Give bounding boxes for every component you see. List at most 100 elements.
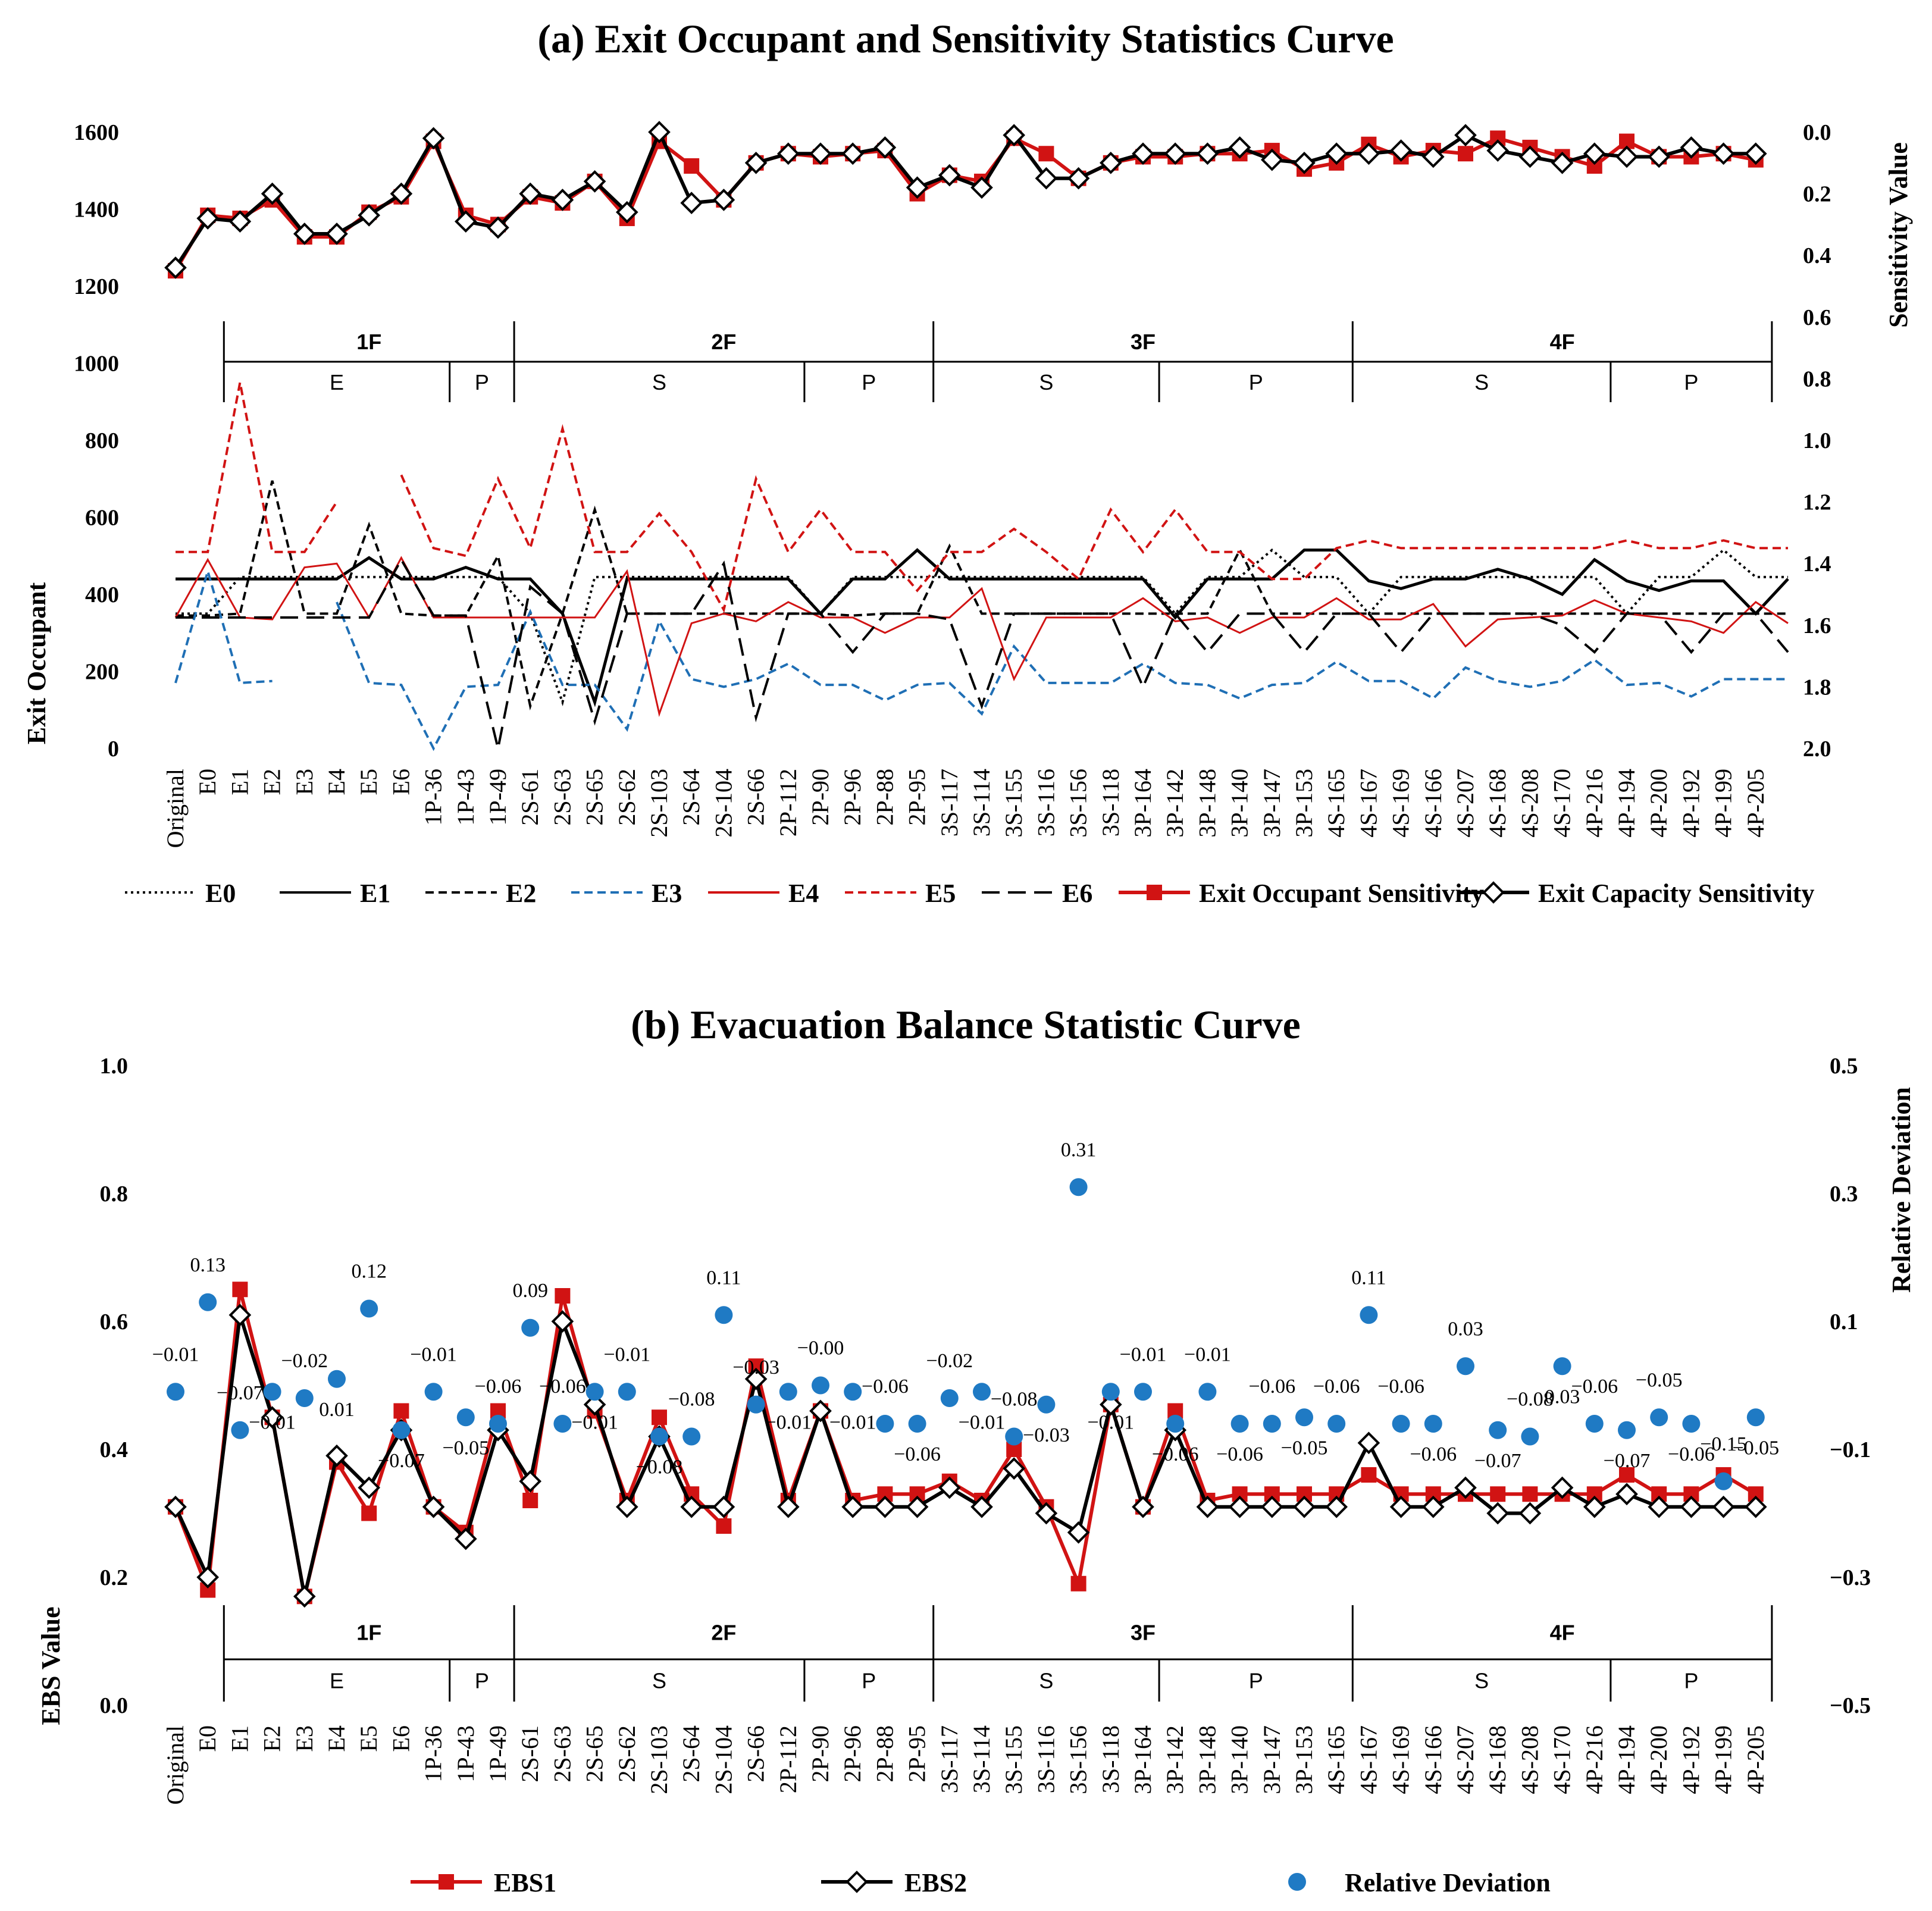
b-ebs2-point-34: [1260, 1495, 1283, 1518]
b-sub-label-0: E: [330, 1669, 344, 1693]
b-rd-label-5: 0.01: [319, 1399, 355, 1421]
b-rd-label-14: −0.01: [603, 1343, 650, 1365]
a-exit-capacity-sensitivity-point-35: [1293, 151, 1316, 174]
a-cat-label-15: 2S-103: [646, 769, 672, 838]
b-rd-point-23: [908, 1415, 926, 1433]
b-rd-label-35: −0.05: [1281, 1437, 1328, 1459]
chart-a-y2-ticks: 0.0 0.2 0.4 0.6 0.8 1.0 1.2 1.4 1.6 1.8 2.0: [1803, 120, 1831, 762]
b-rd-point-30: [1134, 1383, 1152, 1401]
a-exit-capacity-sensitivity-point-20: [809, 142, 832, 165]
b-cat-label-3: E2: [259, 1725, 286, 1752]
a-exit-capacity-sensitivity-point-38: [1389, 139, 1413, 162]
a-y2tick-5: 1.0: [1803, 428, 1831, 453]
b-rd-point-4: [295, 1389, 314, 1407]
a-exit-capacity-sensitivity-point-6: [358, 204, 381, 227]
a-cat-label-32: 3P-148: [1194, 769, 1220, 838]
a-e5-line-1: [400, 424, 1788, 613]
a-e4: [174, 556, 1789, 718]
a-exit-capacity-sensitivity-point-31: [1164, 142, 1187, 165]
a-e3: [174, 566, 1788, 751]
b-cat-label-2: E1: [226, 1725, 253, 1752]
a-y2tick-1: 0.2: [1803, 182, 1831, 207]
a-exit-capacity-sensitivity-point-3: [261, 182, 284, 205]
b-ebs2-point-47: [1680, 1495, 1703, 1518]
b-cat-label-43: 4S-170: [1549, 1725, 1576, 1794]
a-cat-label-4: E3: [291, 769, 318, 795]
a-exit-capacity-sensitivity-point-34: [1260, 148, 1283, 171]
a-legend-exit-occupant-sensitivity-label: Exit Occupant Sensitivity: [1199, 879, 1484, 908]
b-cat-label-12: 2S-63: [549, 1725, 575, 1782]
a-exit-capacity-sensitivity-point-14: [615, 201, 638, 224]
b-ebs2-point-13: [583, 1393, 606, 1416]
a-cat-label-46: 4P-200: [1645, 769, 1672, 838]
b-ebs2-point-17: [712, 1495, 735, 1518]
b-ebs1-point-6: [361, 1505, 377, 1521]
a-exit-capacity-sensitivity-point-21: [841, 142, 865, 165]
b-rd-label-45: −0.07: [1604, 1450, 1651, 1472]
a-exit-occupant-sensitivity-point-40: [1458, 146, 1473, 162]
a-ytick-1: 200: [85, 660, 119, 685]
b-rd-point-42: [1521, 1427, 1539, 1446]
b-ebs2-point-9: [454, 1527, 477, 1550]
b-rd-point-29: [1101, 1383, 1120, 1401]
b-cat-label-40: 4S-207: [1452, 1725, 1479, 1794]
b-cat-label-1: E0: [194, 1725, 221, 1752]
b-ebs1-point-2: [232, 1282, 248, 1298]
b-ebs2-point-32: [1196, 1495, 1219, 1518]
a-ytick-7: 1400: [74, 198, 119, 223]
a-exit-capacity-sensitivity-point-18: [744, 151, 768, 174]
b-ebs1-point-11: [522, 1493, 538, 1508]
b-rd-label-2: −0.07: [217, 1382, 264, 1404]
b-cat-label-23: 2P-95: [904, 1725, 931, 1782]
b-cat-label-38: 4S-169: [1388, 1725, 1414, 1794]
b-rd-label-38: −0.06: [1377, 1376, 1424, 1398]
b-rd-point-11: [521, 1318, 540, 1337]
a-ytick-6: 1200: [74, 274, 119, 299]
b-rd-point-36: [1327, 1415, 1346, 1433]
b-rd-point-7: [392, 1421, 411, 1439]
b-rd-point-1: [199, 1293, 217, 1311]
b-cat-label-41: 4S-168: [1484, 1725, 1511, 1794]
b-ebs2-point-26: [1003, 1457, 1026, 1480]
a-sub-label-7: P: [1684, 370, 1698, 394]
b-ytick-0: 0.0: [100, 1693, 129, 1718]
a-ytick-5: 1000: [74, 352, 119, 377]
b-rd-label-36: −0.06: [1313, 1376, 1360, 1398]
a-cat-label-19: 2P-112: [775, 769, 801, 837]
b-rd-label-39: −0.06: [1410, 1443, 1457, 1465]
a-exit-capacity-sensitivity-point-23: [906, 176, 929, 199]
a-cat-label-28: 3S-156: [1065, 769, 1092, 838]
b-ebs1-point-45: [1619, 1467, 1634, 1483]
b-rd-label-42: −0.08: [1507, 1389, 1554, 1411]
b-ebs2-point-25: [970, 1495, 993, 1518]
b-rd-point-2: [231, 1421, 249, 1439]
b-rd-label-12: −0.06: [539, 1376, 586, 1398]
a-sub-label-1: P: [475, 370, 489, 394]
a-cat-label-3: E2: [259, 769, 286, 795]
b-y2tick-5: 0.5: [1830, 1054, 1858, 1079]
a-y2tick-9: 1.8: [1803, 675, 1831, 700]
b-ebs2-point-42: [1518, 1502, 1542, 1525]
b-rd-label-15: −0.08: [636, 1456, 683, 1478]
b-cat-label-8: 1P-36: [420, 1725, 447, 1782]
b-y2tick-0: −0.5: [1830, 1693, 1871, 1718]
b-cat-label-46: 4P-200: [1645, 1725, 1672, 1794]
b-floor-label-2: 3F: [1131, 1621, 1156, 1645]
chart-b-y2label: Relative Deviation: [1887, 1087, 1916, 1293]
b-ebs2-point-16: [680, 1495, 703, 1518]
b-rd-label-27: −0.03: [1023, 1424, 1070, 1446]
a-exit-capacity-sensitivity-point-44: [1583, 142, 1606, 165]
b-rd-point-46: [1650, 1408, 1668, 1427]
a-cat-label-25: 3S-114: [968, 769, 995, 837]
a-exit-capacity-sensitivity-point-2: [228, 210, 252, 233]
b-cat-label-5: E4: [323, 1725, 350, 1752]
b-rd-point-3: [263, 1383, 281, 1401]
a-e6: [176, 557, 1789, 749]
b-sub-label-6: S: [1474, 1669, 1489, 1693]
a-cat-label-31: 3P-142: [1161, 769, 1188, 838]
chart-b-group-axis: 1F 2F 3F 4F E P S P S P S P: [223, 1605, 1773, 1702]
b-ebs2-point-4: [293, 1585, 316, 1608]
chart-a-legend: E0 E1 E2 E3 E4 E5 E6 Exit Occupant Sensitivity E…: [125, 879, 1814, 908]
b-rd-point-37: [1360, 1306, 1378, 1324]
a-cat-label-37: 4S-167: [1355, 769, 1382, 838]
